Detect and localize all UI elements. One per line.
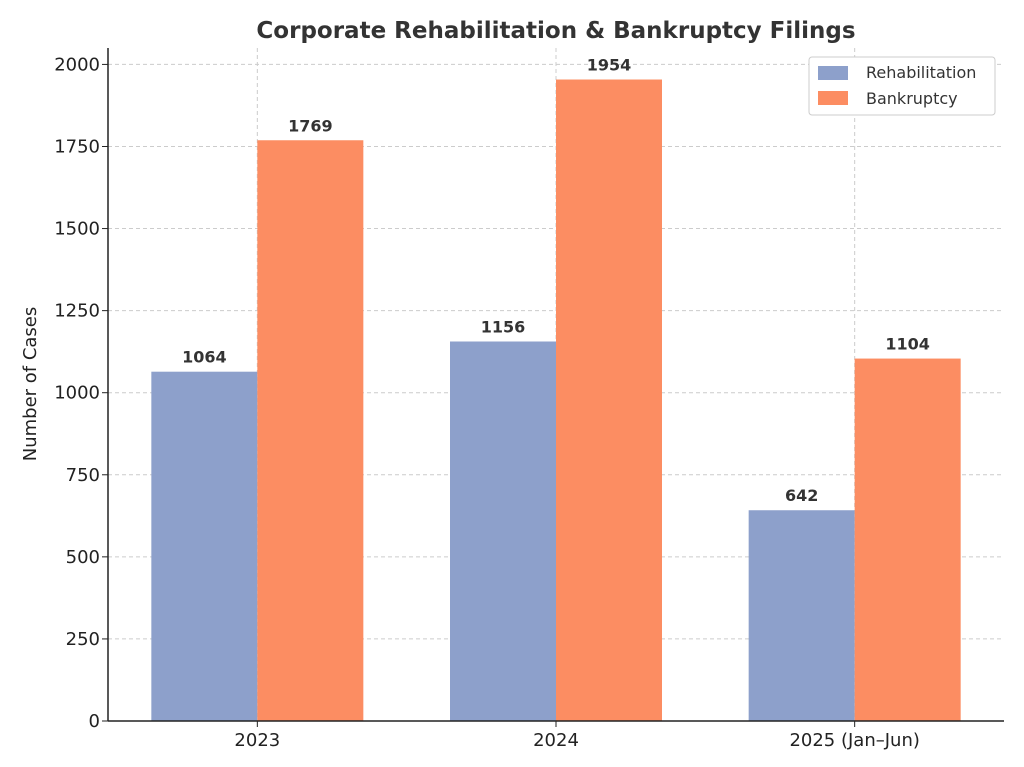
y-tick-label-500: 500 [66,547,100,568]
y-tick-label-1250: 1250 [54,301,100,322]
legend-swatch-rehabilitation [818,66,848,80]
y-tick-label-0: 0 [89,711,100,732]
y-axis-label: Number of Cases [20,307,41,462]
y-tick-label-750: 750 [66,465,100,486]
data-label-rehabilitation-2023: 1064 [182,348,227,367]
axes [102,48,1004,727]
x-tick-label-2025-jan-jun: 2025 (Jan–Jun) [789,730,919,751]
y-tick-label-250: 250 [66,629,100,650]
data-label-rehabilitation-2024: 1156 [481,317,526,336]
bar-bankruptcy-2024 [556,79,662,721]
y-tick-labels: 0 250 500 750 1000 1250 1500 1750 2000 [54,54,100,732]
data-label-rehabilitation-2025-jan-jun: 642 [785,486,818,505]
bar-rehabilitation-2023 [151,371,258,721]
bar-rehabilitation-2024 [450,341,556,721]
legend-label-bankruptcy: Bankruptcy [866,89,958,108]
data-labels: 1064 1769 1156 1954 642 1104 [182,56,930,506]
y-tick-label-2000: 2000 [54,54,100,75]
legend-frame [808,56,996,116]
bars [151,79,961,721]
legend-label-rehabilitation: Rehabilitation [866,63,976,82]
data-label-bankruptcy-2024: 1954 [587,56,632,75]
x-tick-label-2024: 2024 [533,730,579,751]
legend-swatch-bankruptcy [818,91,848,105]
y-tick-label-1750: 1750 [54,136,100,157]
chart-title: Corporate Rehabilitation & Bankruptcy Fi… [256,18,855,44]
x-tick-label-2023: 2023 [234,730,280,751]
y-tick-label-1500: 1500 [54,219,100,240]
data-label-bankruptcy-2023: 1769 [288,116,333,135]
x-tick-labels: 2023 2024 2025 (Jan–Jun) [234,730,919,751]
y-tick-label-1000: 1000 [54,383,100,404]
bar-rehabilitation-2025-jan-jun [748,510,855,721]
data-label-bankruptcy-2025-jan-jun: 1104 [885,335,930,354]
bar-bankruptcy-2025-jan-jun [854,358,961,721]
legend: Rehabilitation Bankruptcy [808,56,996,116]
bar-bankruptcy-2023 [257,140,364,721]
